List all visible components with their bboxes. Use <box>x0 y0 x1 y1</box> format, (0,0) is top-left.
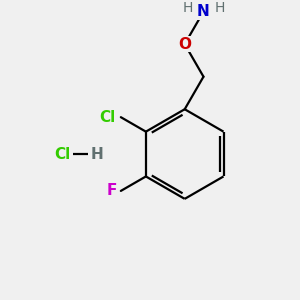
Text: Cl: Cl <box>55 146 71 161</box>
Text: H: H <box>182 1 193 15</box>
Text: N: N <box>197 4 210 19</box>
Text: O: O <box>178 37 191 52</box>
Text: F: F <box>106 183 116 198</box>
Text: H: H <box>91 146 103 161</box>
Text: H: H <box>214 1 225 15</box>
Text: Cl: Cl <box>99 110 116 125</box>
